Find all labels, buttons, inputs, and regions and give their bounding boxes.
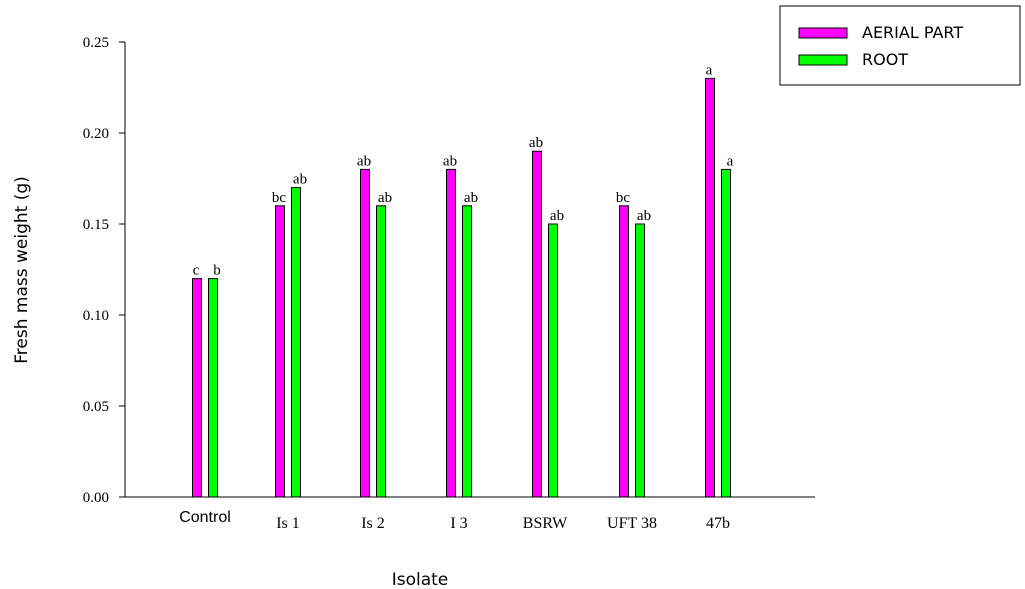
significance-label: c bbox=[193, 263, 200, 279]
significance-label: ab bbox=[637, 208, 651, 224]
significance-label: a bbox=[727, 153, 734, 169]
bar-root bbox=[376, 205, 386, 498]
y-axis-title: Fresh mass weight (g) bbox=[12, 176, 32, 364]
y-tick-label: 0.00 bbox=[83, 490, 109, 506]
x-tick-label: UFT 38 bbox=[607, 515, 657, 532]
x-tick-label: Control bbox=[179, 509, 231, 526]
significance-label: ab bbox=[550, 208, 564, 224]
bar-aerial-part bbox=[275, 205, 285, 498]
y-tick-label: 0.05 bbox=[83, 399, 109, 415]
legend-swatch-root bbox=[798, 54, 848, 66]
x-tick-label: Is 2 bbox=[361, 515, 385, 532]
legend-frame bbox=[779, 5, 1021, 86]
y-tick-label: 0.25 bbox=[83, 35, 109, 51]
bar-root bbox=[548, 223, 558, 498]
x-tick-label: 47b bbox=[706, 515, 730, 532]
legend-label-root: ROOT bbox=[862, 50, 908, 69]
bar-aerial-part bbox=[192, 278, 202, 498]
x-tick-label: BSRW bbox=[523, 515, 568, 532]
y-tick-label: 0.15 bbox=[83, 217, 109, 233]
axes: 0.00 0.05 0.10 0.15 0.20 0.25 Control Is 1 Is 2 I… bbox=[83, 35, 815, 532]
significance-label: ab bbox=[293, 172, 307, 188]
bar-aerial-part bbox=[532, 150, 542, 498]
significance-label: a bbox=[706, 62, 713, 78]
significance-label: bc bbox=[272, 190, 287, 206]
y-tick-label: 0.10 bbox=[83, 308, 109, 324]
significance-label: ab bbox=[378, 190, 392, 206]
x-tick-label: I 3 bbox=[450, 515, 467, 532]
bar-aerial-part bbox=[705, 77, 715, 498]
legend-label-aerial-part: AERIAL PART bbox=[862, 23, 963, 42]
y-tick-label: 0.20 bbox=[83, 126, 109, 142]
bar-aerial-part bbox=[446, 168, 456, 498]
bar-root bbox=[291, 187, 301, 498]
x-tick-label: Is 1 bbox=[276, 515, 300, 532]
bar-aerial-part bbox=[360, 168, 370, 498]
bar-root bbox=[635, 223, 645, 498]
legend: AERIAL PART ROOT bbox=[779, 5, 1021, 86]
bar-root bbox=[462, 205, 472, 498]
significance-label: ab bbox=[443, 153, 457, 169]
significance-label: b bbox=[213, 263, 221, 279]
significance-label: ab bbox=[464, 190, 478, 206]
bar-root bbox=[721, 168, 731, 498]
legend-swatch-aerial-part bbox=[798, 27, 848, 39]
bar-aerial-part bbox=[619, 205, 629, 498]
significance-label: ab bbox=[357, 153, 371, 169]
significance-label: bc bbox=[616, 190, 631, 206]
bar-root bbox=[208, 278, 218, 498]
bars bbox=[192, 77, 731, 498]
significance-label: ab bbox=[529, 135, 543, 151]
x-axis-title: Isolate bbox=[392, 570, 449, 589]
